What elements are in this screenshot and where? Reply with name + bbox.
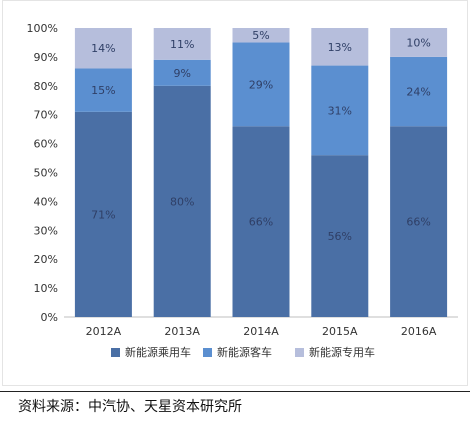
x-tick-label: 2013A bbox=[164, 325, 200, 338]
y-tick-label: 60% bbox=[34, 138, 58, 151]
y-tick-label: 20% bbox=[34, 253, 58, 266]
bar-segment bbox=[311, 65, 369, 156]
bar-segment bbox=[232, 28, 290, 43]
y-tick-label: 50% bbox=[34, 167, 58, 180]
y-tick-label: 30% bbox=[34, 224, 58, 237]
data-label: 5% bbox=[252, 29, 269, 42]
bar-segment bbox=[232, 126, 290, 317]
bar-segment bbox=[74, 111, 132, 317]
y-tick-label: 10% bbox=[34, 282, 58, 295]
data-label: 80% bbox=[170, 195, 194, 208]
x-tick-label: 2012A bbox=[86, 325, 122, 338]
data-label: 10% bbox=[406, 36, 430, 49]
bar-segment bbox=[153, 85, 211, 317]
data-label: 66% bbox=[249, 216, 273, 229]
stacked-bar-chart: 0% 10% 20% 30% 40% 50% 60% 70% 80% 90% 100% 71% 15% 1… bbox=[27, 22, 458, 359]
bar-segment bbox=[74, 28, 132, 69]
bar-segment bbox=[232, 42, 290, 127]
data-label: 31% bbox=[328, 104, 352, 117]
legend-label: 新能源乘用车 bbox=[125, 345, 191, 359]
data-label: 15% bbox=[91, 84, 115, 97]
bar-segment bbox=[390, 126, 448, 317]
bar-segment bbox=[311, 155, 369, 317]
data-label: 13% bbox=[328, 41, 352, 54]
chart-frame: 0% 10% 20% 30% 40% 50% 60% 70% 80% 90% 100% 71% 15% 1… bbox=[2, 0, 468, 386]
legend-label: 新能源专用车 bbox=[309, 345, 375, 359]
legend-swatch bbox=[295, 348, 304, 357]
bar-segment bbox=[153, 59, 211, 86]
bar-segment bbox=[153, 28, 211, 60]
y-tick-label: 100% bbox=[27, 22, 58, 35]
data-label: 9% bbox=[173, 67, 190, 80]
data-label: 66% bbox=[406, 216, 430, 229]
y-tick-label: 90% bbox=[34, 51, 58, 64]
bar-segment bbox=[390, 28, 448, 57]
x-tick-label: 2014A bbox=[243, 325, 279, 338]
data-label: 29% bbox=[249, 78, 273, 91]
data-label: 11% bbox=[170, 38, 194, 51]
x-tick-label: 2015A bbox=[322, 325, 358, 338]
data-label: 71% bbox=[91, 208, 115, 221]
y-tick-label: 40% bbox=[34, 195, 58, 208]
data-label: 14% bbox=[91, 42, 115, 55]
data-label: 56% bbox=[328, 230, 352, 243]
legend-label: 新能源客车 bbox=[217, 345, 272, 359]
bar-segment bbox=[311, 28, 369, 66]
source-note: 资料来源：中汽协、天星资本研究所 bbox=[18, 399, 242, 415]
legend-swatch bbox=[203, 348, 212, 357]
y-tick-label: 70% bbox=[34, 109, 58, 122]
bar-segment bbox=[74, 68, 132, 112]
y-tick-label: 80% bbox=[34, 80, 58, 93]
legend-swatch bbox=[111, 348, 120, 357]
y-tick-label: 0% bbox=[41, 311, 58, 324]
x-tick-label: 2016A bbox=[401, 325, 437, 338]
data-label: 24% bbox=[406, 86, 430, 99]
bar-segment bbox=[390, 56, 448, 127]
source-divider bbox=[0, 391, 470, 392]
